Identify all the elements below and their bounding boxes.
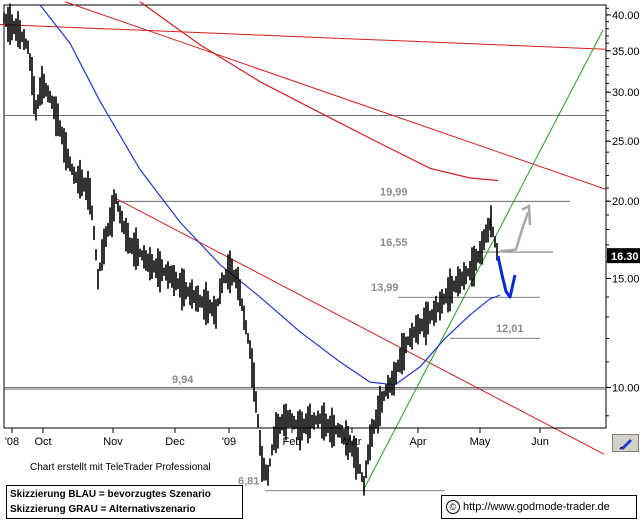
- legend-grey-scenario: Skizzierung GRAU = Alternativszenario: [10, 504, 196, 515]
- level-layer: 19,99 16,55 13,99 12,01 9,94 6,81: [4, 186, 606, 492]
- draw-tool-button[interactable]: [612, 434, 639, 452]
- legend-box: Skizzierung BLAU = bevorzugtes Szenario …: [6, 485, 243, 519]
- x-tick-label-4: '09: [222, 436, 236, 448]
- uptrend-line: [362, 29, 604, 491]
- mid-downtrend-line: [64, 1, 607, 190]
- x-tick-label-3: Dec: [165, 436, 185, 448]
- x-tick-label-2: Nov: [103, 436, 123, 448]
- y-tick-label-1: 35.00: [612, 46, 640, 58]
- source-url[interactable]: http://www.godmode-trader.de: [463, 501, 610, 513]
- level-label-0: 19,99: [380, 186, 408, 198]
- y-tick-label-0: 40.00: [612, 10, 640, 22]
- scenario-blue-path: [496, 255, 517, 299]
- last-price-label: 16.30: [611, 251, 639, 263]
- copyright-icon: ©: [446, 500, 460, 515]
- scenario-layer: [496, 203, 532, 299]
- moving-average-short: [39, 4, 501, 386]
- x-tick-label-8: May: [470, 436, 491, 448]
- y-tick-label-5: 15.00: [612, 273, 640, 285]
- x-tick-label-5: Feb: [283, 436, 302, 448]
- draw-tool-icon: [618, 439, 632, 450]
- y-tick-label-6: 10.00: [612, 382, 640, 394]
- level-label-2: 13,99: [371, 282, 399, 294]
- level-label-1: 16,55: [380, 237, 408, 249]
- scenario-grey-arrowhead: [521, 203, 532, 226]
- x-tick-label-7: Apr: [409, 436, 426, 448]
- chart-credit: Chart erstellt mit TeleTrader Profession…: [30, 462, 211, 473]
- last-price-box: [607, 248, 640, 264]
- x-tick-label-1: Oct: [34, 436, 51, 448]
- y-tick-label-3: 25.00: [612, 136, 640, 148]
- level-label-5: 6,81: [238, 476, 259, 488]
- source-box[interactable]: © http://www.godmode-trader.de: [441, 495, 637, 519]
- level-label-3: 12,01: [496, 323, 524, 335]
- price-series: [3, 3, 498, 496]
- x-tick-label-0: '08: [5, 436, 19, 448]
- y-tick-label-2: 30.00: [612, 87, 640, 99]
- level-label-4: 9,94: [172, 374, 194, 386]
- scenario-grey-path: [499, 211, 530, 253]
- moving-average-long: [139, 1, 499, 182]
- y-tick-label-4: 20.00: [612, 196, 640, 208]
- legend-blue-scenario: Skizzierung BLAU = bevorzugtes Szenario: [10, 489, 211, 500]
- x-tick-label-6: Mar: [343, 436, 362, 448]
- axis-layer: 40.00 35.00 30.00 25.00 20.00 15.00 10.00 '08 Oc…: [4, 7, 640, 448]
- long-downtrend-line: [0, 23, 607, 50]
- line-layer: [0, 1, 607, 491]
- x-tick-label-9: Jun: [531, 436, 549, 448]
